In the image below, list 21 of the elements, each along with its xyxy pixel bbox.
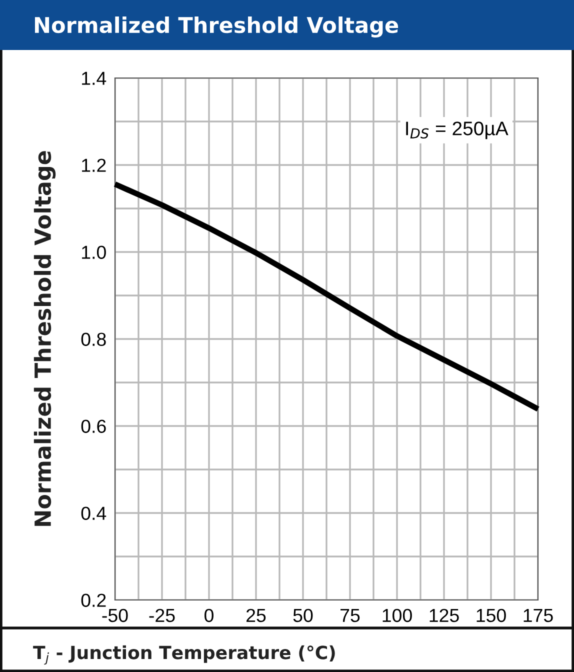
y-tick-label: 0.4 [81, 506, 106, 520]
y-tick-label: 0.6 [81, 420, 106, 433]
y-tick-label: 1.0 [82, 246, 106, 259]
x-tick-label: -50 [102, 608, 128, 622]
y-tick-label: 0.8 [81, 332, 106, 346]
y-tick-label: 1.2 [82, 158, 106, 172]
x-tick-label: 150 [476, 608, 506, 622]
x-tick-label: 125 [430, 608, 459, 622]
x-axis-title: T$_{j}$ - Junction Temperature (°C) [33, 645, 335, 665]
y-tick-label: 0.2 [81, 594, 106, 607]
y-axis-title: Normalized Threshold Voltage [34, 151, 56, 526]
x-tick-label: 100 [382, 608, 412, 622]
x-tick-label: 50 [293, 608, 313, 622]
x-tick-label: 0 [204, 608, 214, 622]
chart-title: Normalized Threshold Voltage [34, 16, 398, 38]
x-tick-label: 25 [246, 608, 266, 622]
annotation: I$_{DS}$ = 250µA [406, 122, 508, 140]
x-tick-label: 175 [524, 609, 553, 622]
x-tick-label: 75 [340, 609, 360, 622]
x-tick-label: -25 [149, 608, 175, 622]
y-tick-label: 1.4 [82, 72, 106, 85]
